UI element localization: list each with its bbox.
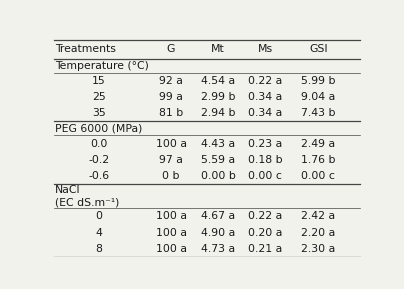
- Text: -0.6: -0.6: [88, 171, 109, 181]
- Text: 0: 0: [95, 211, 103, 221]
- Text: 92 a: 92 a: [159, 76, 183, 86]
- Text: 100 a: 100 a: [156, 244, 187, 254]
- Text: PEG 6000 (MPa): PEG 6000 (MPa): [55, 123, 143, 134]
- Text: 100 a: 100 a: [156, 211, 187, 221]
- Text: 4.73 a: 4.73 a: [201, 244, 235, 254]
- Text: 7.43 b: 7.43 b: [301, 108, 335, 118]
- Text: 0.18 b: 0.18 b: [248, 155, 282, 165]
- Text: 2.30 a: 2.30 a: [301, 244, 335, 254]
- Text: 15: 15: [92, 76, 106, 86]
- Text: 5.99 b: 5.99 b: [301, 76, 335, 86]
- Text: 99 a: 99 a: [159, 92, 183, 102]
- Text: 0.22 a: 0.22 a: [248, 211, 282, 221]
- Text: 0.00 c: 0.00 c: [248, 171, 282, 181]
- Text: 1.76 b: 1.76 b: [301, 155, 335, 165]
- Text: 9.04 a: 9.04 a: [301, 92, 335, 102]
- Text: -0.2: -0.2: [88, 155, 109, 165]
- Text: 5.59 a: 5.59 a: [201, 155, 235, 165]
- Text: 97 a: 97 a: [159, 155, 183, 165]
- Text: 4.90 a: 4.90 a: [201, 228, 235, 238]
- Text: 2.94 b: 2.94 b: [201, 108, 235, 118]
- Text: 4: 4: [96, 228, 103, 238]
- Text: 0.22 a: 0.22 a: [248, 76, 282, 86]
- Text: 0.0: 0.0: [90, 139, 108, 149]
- Text: 0.34 a: 0.34 a: [248, 108, 282, 118]
- Text: 2.99 b: 2.99 b: [201, 92, 235, 102]
- Text: 0.21 a: 0.21 a: [248, 244, 282, 254]
- Text: 2.42 a: 2.42 a: [301, 211, 335, 221]
- Text: 4.54 a: 4.54 a: [201, 76, 235, 86]
- Text: 35: 35: [92, 108, 106, 118]
- Text: 4.67 a: 4.67 a: [201, 211, 235, 221]
- Text: 4.43 a: 4.43 a: [201, 139, 235, 149]
- Text: 0.23 a: 0.23 a: [248, 139, 282, 149]
- Text: 0 b: 0 b: [162, 171, 180, 181]
- Text: NaCl
(EC dS.m⁻¹): NaCl (EC dS.m⁻¹): [55, 186, 120, 207]
- Text: 0.00 c: 0.00 c: [301, 171, 335, 181]
- Text: 100 a: 100 a: [156, 139, 187, 149]
- Text: GSI: GSI: [309, 45, 328, 55]
- Text: 0.00 b: 0.00 b: [200, 171, 236, 181]
- Text: 81 b: 81 b: [159, 108, 183, 118]
- Text: 100 a: 100 a: [156, 228, 187, 238]
- Text: 8: 8: [96, 244, 103, 254]
- Text: 0.34 a: 0.34 a: [248, 92, 282, 102]
- Text: 2.20 a: 2.20 a: [301, 228, 335, 238]
- Text: Treatments: Treatments: [55, 45, 116, 55]
- Text: Ms: Ms: [257, 45, 273, 55]
- Text: 2.49 a: 2.49 a: [301, 139, 335, 149]
- Text: Mt: Mt: [211, 45, 225, 55]
- Text: Temperature (°C): Temperature (°C): [55, 61, 149, 71]
- Text: G: G: [167, 45, 175, 55]
- Text: 25: 25: [92, 92, 106, 102]
- Text: 0.20 a: 0.20 a: [248, 228, 282, 238]
